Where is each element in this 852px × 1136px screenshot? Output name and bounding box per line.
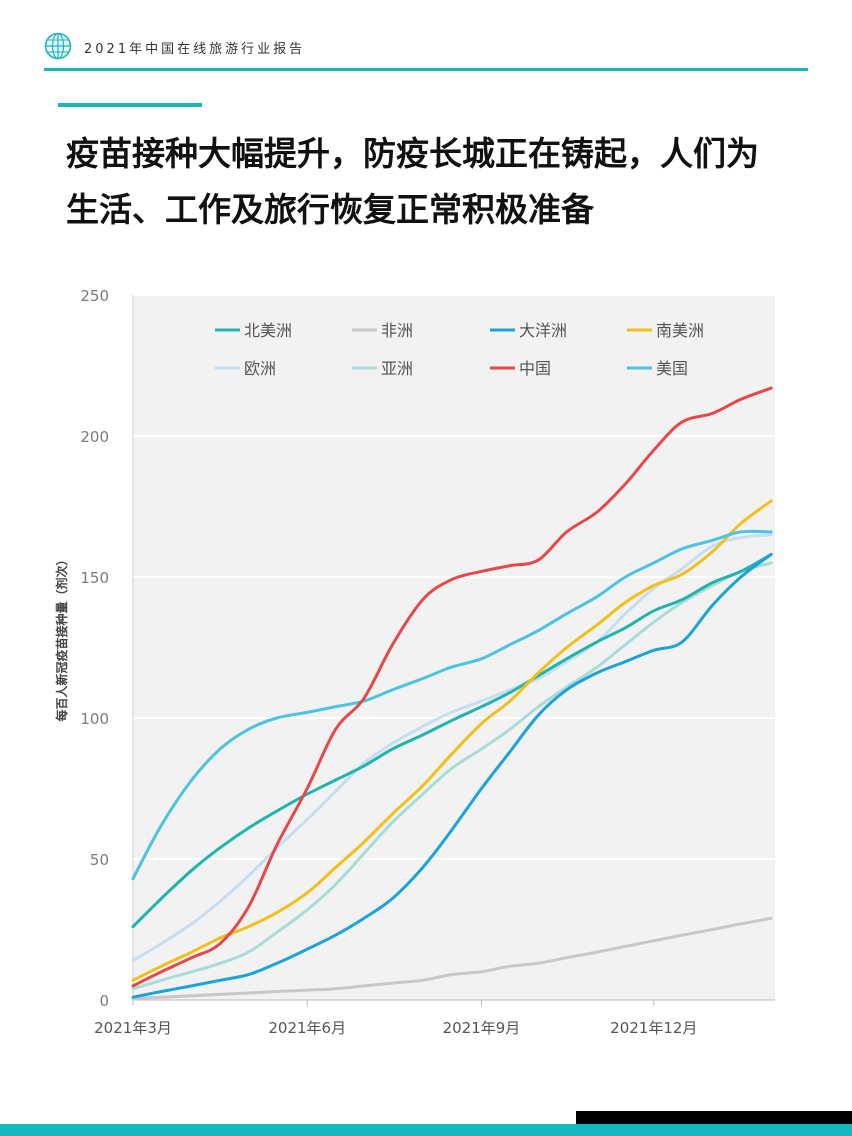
legend-label: 中国 <box>519 359 551 378</box>
legend-item: 北美洲 <box>215 321 292 340</box>
title-accent-bar <box>58 103 202 107</box>
header-divider <box>44 68 808 71</box>
legend-label: 大洋洲 <box>519 321 567 340</box>
headline-line-1: 疫苗接种大幅提升，防疫长城正在铸起，人们为 <box>66 134 759 173</box>
legend-item: 大洋洲 <box>490 321 567 340</box>
headline-line-2: 生活、工作及旅行恢复正常积极准备 <box>66 190 594 229</box>
x-tick-label: 2021年3月 <box>94 1019 172 1037</box>
series-line <box>131 529 773 881</box>
y-axis-title: 每百人新冠疫苗接种量（剂次） <box>54 553 69 721</box>
footer-teal-bar <box>0 1124 852 1136</box>
x-tick-label: 2021年6月 <box>268 1019 346 1037</box>
page-headline: 疫苗接种大幅提升，防疫长城正在铸起，人们为 生活、工作及旅行恢复正常积极准备 <box>66 126 806 238</box>
x-tick-label: 2021年12月 <box>610 1019 697 1037</box>
globe-icon <box>44 32 72 60</box>
legend-item: 南美洲 <box>627 321 704 340</box>
legend-item: 非洲 <box>352 321 413 340</box>
legend-label: 欧洲 <box>244 359 276 378</box>
series-line <box>131 499 773 982</box>
report-title: 2021年中国在线旅游行业报告 <box>84 42 306 57</box>
series-line <box>131 552 773 999</box>
y-tick-label: 250 <box>80 287 109 305</box>
series-line <box>131 386 773 988</box>
legend-label: 亚洲 <box>381 359 413 378</box>
y-tick-label: 200 <box>80 428 109 446</box>
series-line <box>131 552 773 929</box>
series-line <box>131 916 773 1001</box>
legend-label: 北美洲 <box>244 321 292 340</box>
legend-item: 亚洲 <box>352 359 413 378</box>
legend-item: 欧洲 <box>215 359 276 378</box>
y-tick-label: 100 <box>80 710 109 728</box>
y-tick-label: 0 <box>99 992 109 1010</box>
vaccination-line-chart: 0 50 100 150 200 250 2021年3月 2021年6月 2021年9月 2021… <box>54 287 775 1037</box>
page-header: 2021年中国在线旅游行业报告 <box>44 30 808 70</box>
legend-label: 美国 <box>656 359 688 378</box>
legend-item: 中国 <box>490 359 551 378</box>
x-tick-label: 2021年9月 <box>443 1019 521 1037</box>
legend-label: 非洲 <box>381 321 413 340</box>
y-tick-label: 50 <box>90 851 109 869</box>
legend-item: 美国 <box>627 359 688 378</box>
legend-label: 南美洲 <box>656 321 704 340</box>
series-line <box>131 561 773 991</box>
y-tick-label: 150 <box>80 569 109 587</box>
footer-black-bar <box>576 1111 852 1124</box>
